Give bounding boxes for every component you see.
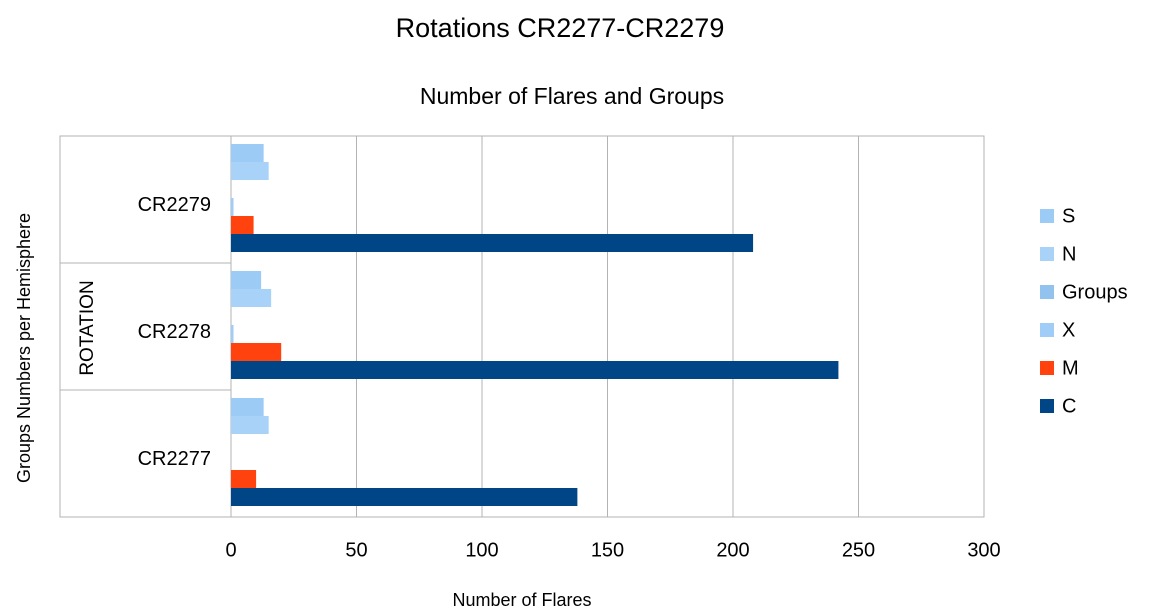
x-tick-label: 50 <box>345 539 367 561</box>
legend-swatch <box>1040 323 1054 337</box>
bar <box>231 234 754 252</box>
bar <box>231 416 269 434</box>
x-tick-label: 250 <box>842 539 875 561</box>
legend-swatch <box>1040 361 1054 375</box>
bar <box>231 325 234 343</box>
bar <box>231 343 282 361</box>
y-tick-label: CR2277 <box>138 448 211 470</box>
bar <box>231 470 257 488</box>
bar <box>231 216 254 234</box>
y-axis-label: Groups Numbers per Hemisphere <box>14 213 34 483</box>
legend-swatch <box>1040 209 1054 223</box>
y-tick-label: CR2279 <box>138 194 211 216</box>
legend-swatch <box>1040 285 1054 299</box>
bar <box>231 289 272 307</box>
bar <box>231 271 262 289</box>
legend-label: Groups <box>1062 281 1128 303</box>
legend-swatch <box>1040 399 1054 413</box>
legend-label: N <box>1062 243 1076 265</box>
x-axis-label: Number of Flares <box>452 590 591 610</box>
legend-label: M <box>1062 357 1079 379</box>
x-tick-label: 150 <box>591 539 624 561</box>
chart-title: Rotations CR2277-CR2279 <box>396 13 725 43</box>
y-axis-label: ROTATION <box>77 280 98 375</box>
x-tick-label: 100 <box>465 539 498 561</box>
bar <box>231 162 269 180</box>
legend-label: S <box>1062 205 1075 227</box>
bar <box>231 361 839 379</box>
bar <box>231 488 578 506</box>
y-tick-label: CR2278 <box>138 321 211 343</box>
bar <box>231 198 234 216</box>
legend-label: C <box>1062 395 1076 417</box>
x-tick-label: 0 <box>225 539 236 561</box>
bar <box>231 398 264 416</box>
x-tick-label: 300 <box>967 539 1000 561</box>
x-tick-label: 200 <box>716 539 749 561</box>
legend-label: X <box>1062 319 1075 341</box>
chart-subtitle: Number of Flares and Groups <box>420 83 724 109</box>
bar <box>231 144 264 162</box>
legend-swatch <box>1040 247 1054 261</box>
